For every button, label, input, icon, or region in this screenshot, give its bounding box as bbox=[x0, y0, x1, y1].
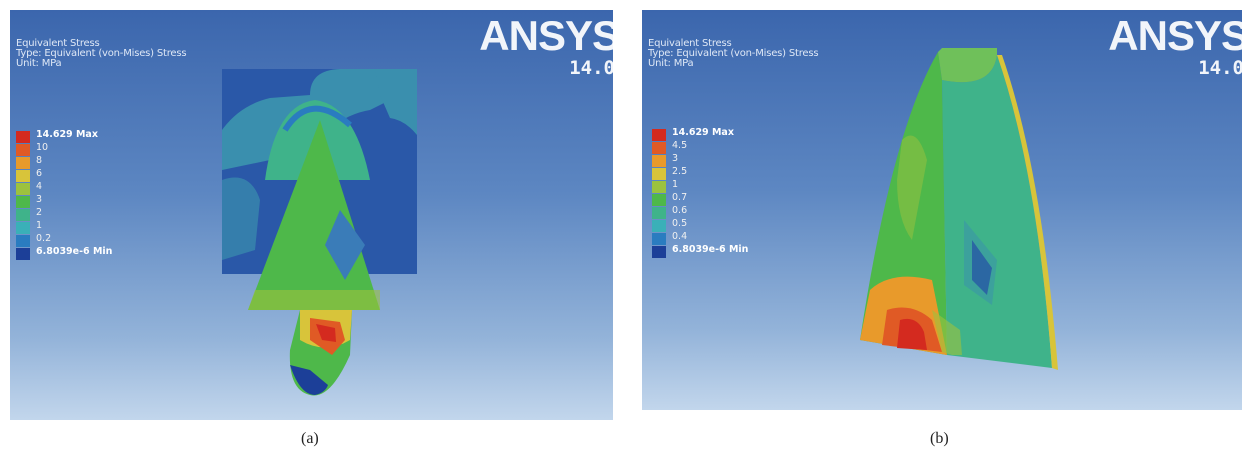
legend-swatch bbox=[652, 129, 666, 141]
legend-swatch bbox=[16, 196, 30, 208]
legend-swatch bbox=[16, 222, 30, 234]
max-stress-zone bbox=[316, 324, 336, 342]
blade-low-stress-zone bbox=[325, 210, 365, 280]
legend-swatch bbox=[16, 131, 30, 143]
legend-swatch bbox=[16, 235, 30, 247]
legend-min-label: 6.8039e-6 Min bbox=[672, 244, 749, 255]
result-unit: Unit: MPa bbox=[648, 58, 694, 69]
legend-label: 10 bbox=[36, 142, 49, 153]
legend-max-label: 14.629 Max bbox=[672, 127, 734, 138]
result-unit: Unit: MPa bbox=[16, 58, 62, 69]
ansys-logo: ANSYS bbox=[1108, 12, 1242, 59]
max-stress-zone bbox=[897, 318, 927, 350]
legend-swatch bbox=[16, 248, 30, 260]
legend-label: 3 bbox=[672, 153, 679, 164]
legend-label: 4 bbox=[36, 181, 43, 192]
legend-swatch bbox=[652, 220, 666, 232]
caption-a: (a) bbox=[301, 430, 319, 447]
legend-label: 0.4 bbox=[672, 231, 688, 242]
legend-max-label: 14.629 Max bbox=[36, 129, 98, 140]
blade-edge-band bbox=[997, 55, 1058, 370]
blade-right-face bbox=[942, 55, 1052, 368]
legend-swatch bbox=[16, 144, 30, 156]
result-type: Type: Equivalent (von-Mises) Stress bbox=[648, 48, 819, 59]
plate-contour-band bbox=[222, 177, 260, 260]
base-contour-band bbox=[932, 310, 962, 355]
stress-plot-panel-b: Equivalent Stress Type: Equivalent (von-… bbox=[642, 10, 1242, 410]
legend-label: 0.2 bbox=[36, 233, 52, 244]
legend-label: 6 bbox=[36, 168, 43, 179]
legend-swatch bbox=[652, 181, 666, 193]
legend-swatch bbox=[652, 168, 666, 180]
legend-label: 3 bbox=[36, 194, 43, 205]
legend-min-label: 6.8039e-6 Min bbox=[36, 246, 113, 257]
legend-label: 1 bbox=[672, 179, 679, 190]
legend-label: 2 bbox=[36, 207, 43, 218]
stress-contour-model-b bbox=[860, 48, 1058, 370]
legend-swatch bbox=[652, 155, 666, 167]
result-type: Type: Equivalent (von-Mises) Stress bbox=[16, 48, 187, 59]
stress-plot-panel-a: Equivalent Stress Type: Equivalent (von-… bbox=[10, 10, 613, 420]
blade-contour-band bbox=[248, 290, 380, 310]
ansys-version: 14.0 bbox=[569, 57, 613, 79]
result-title: Equivalent Stress bbox=[648, 38, 732, 49]
stem-tip-zone bbox=[290, 365, 328, 395]
legend-label: 4.5 bbox=[672, 140, 688, 151]
legend-swatch bbox=[652, 142, 666, 154]
face-contour-band bbox=[897, 135, 927, 240]
legend-swatch bbox=[652, 233, 666, 245]
legend-swatch bbox=[652, 194, 666, 206]
blade-top bbox=[938, 48, 997, 83]
low-stress-halo bbox=[964, 220, 997, 305]
legend-swatch bbox=[16, 157, 30, 169]
legend-label: 0.7 bbox=[672, 192, 688, 203]
legend-swatch bbox=[16, 170, 30, 182]
result-info: Equivalent Stress Type: Equivalent (von-… bbox=[16, 38, 187, 69]
legend-label: 8 bbox=[36, 155, 43, 166]
result-title: Equivalent Stress bbox=[16, 38, 100, 49]
legend-swatch bbox=[16, 183, 30, 195]
arch-contour-band bbox=[282, 105, 352, 132]
result-info: Equivalent Stress Type: Equivalent (von-… bbox=[648, 38, 819, 69]
caption-b: (b) bbox=[930, 430, 949, 447]
legend-swatch bbox=[652, 246, 666, 258]
legend-label: 2.5 bbox=[672, 166, 688, 177]
ansys-logo: ANSYS bbox=[479, 12, 613, 59]
legend-swatch bbox=[652, 207, 666, 219]
legend-label: 1 bbox=[36, 220, 43, 231]
legend-label: 0.5 bbox=[672, 218, 688, 229]
stress-contour-model-a bbox=[222, 69, 417, 396]
plate-contour-band bbox=[375, 69, 417, 135]
legend-swatch bbox=[16, 209, 30, 221]
legend-label: 0.6 bbox=[672, 205, 688, 216]
ansys-version: 14.0 bbox=[1198, 57, 1242, 79]
